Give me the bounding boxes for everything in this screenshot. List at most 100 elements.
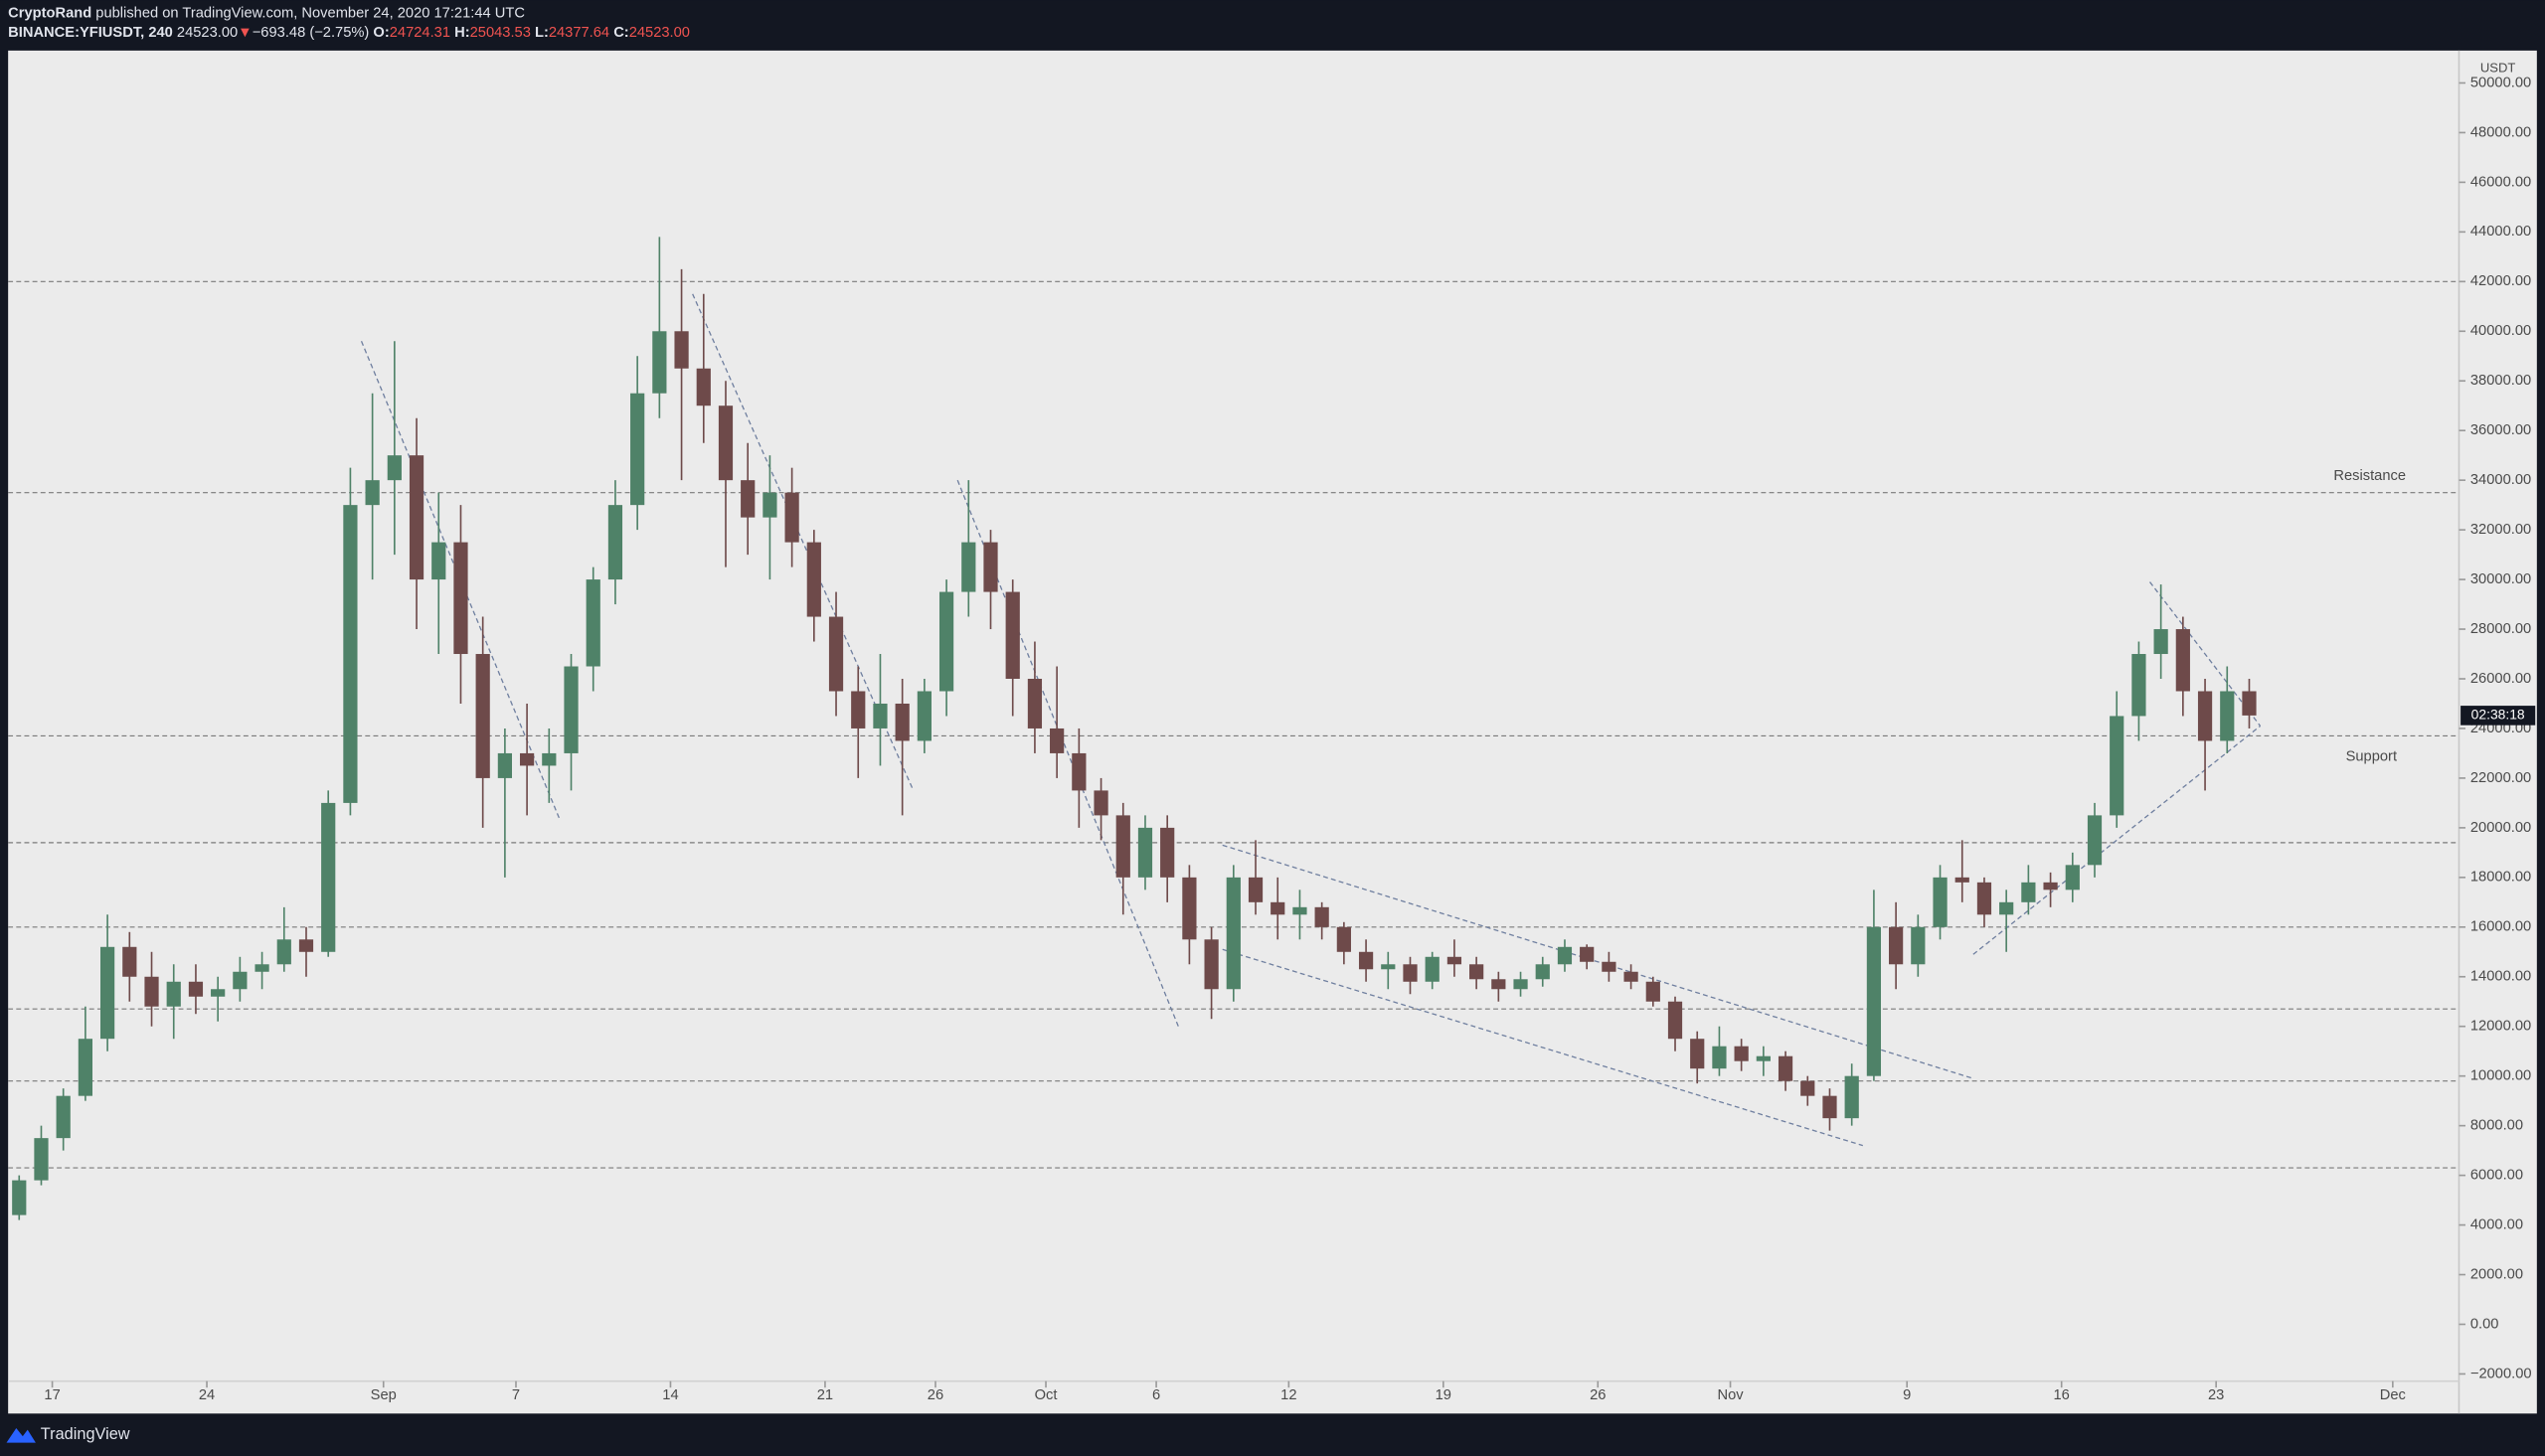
- x-tick-label: Sep: [371, 1387, 397, 1403]
- candle-body: [1336, 926, 1351, 952]
- candle-body: [718, 405, 734, 481]
- candle-body: [166, 981, 181, 1007]
- y-tick-label: 2000.00: [2470, 1266, 2523, 1282]
- high: 25043.53: [470, 25, 531, 41]
- candle-body: [1491, 979, 1506, 990]
- price-label-box: [2460, 706, 2536, 726]
- x-tick-label: 9: [1903, 1387, 1911, 1403]
- x-tick-label: 12: [1280, 1387, 1296, 1403]
- brand: TradingView: [41, 1425, 130, 1443]
- candle-body: [1446, 956, 1462, 965]
- y-tick-label: 14000.00: [2470, 969, 2531, 985]
- close: 24523.00: [629, 25, 690, 41]
- candle-body: [652, 331, 667, 394]
- open: 24724.31: [390, 25, 450, 41]
- candle-body: [144, 976, 159, 1007]
- y-tick-label: 16000.00: [2470, 919, 2531, 935]
- candle-body: [607, 505, 623, 580]
- candle-body: [1292, 906, 1307, 915]
- candle-body: [387, 455, 402, 481]
- x-tick-label: 24: [199, 1387, 215, 1403]
- candle-body: [497, 752, 512, 778]
- c-label: C:: [613, 25, 628, 41]
- candle-body: [78, 1039, 93, 1096]
- y-tick-label: 32000.00: [2470, 522, 2531, 538]
- candle-body: [1425, 956, 1440, 982]
- candle-body: [1557, 946, 1573, 965]
- candle-body: [873, 703, 888, 728]
- y-tick-label: 40000.00: [2470, 323, 2531, 339]
- candle-body: [2110, 716, 2124, 816]
- candle-body: [1954, 877, 1969, 883]
- x-tick-label: 21: [817, 1387, 833, 1403]
- candle-body: [938, 591, 954, 692]
- candle-body: [1248, 877, 1264, 902]
- y-tick-label: 10000.00: [2470, 1068, 2531, 1084]
- y-tick-label: 26000.00: [2470, 671, 2531, 687]
- candle-body: [630, 393, 645, 506]
- candle-body: [828, 616, 844, 692]
- candle-body: [188, 981, 204, 997]
- candle-body: [1137, 827, 1153, 878]
- candle-body: [1027, 678, 1043, 728]
- candle-body: [2242, 691, 2257, 716]
- candle-body: [431, 542, 446, 580]
- candle-body: [2021, 882, 2036, 902]
- candle-body: [12, 1180, 27, 1215]
- published: published on TradingView.com, November 2…: [91, 5, 525, 21]
- candle-body: [1999, 901, 2014, 915]
- candle-body: [784, 492, 799, 543]
- candle-body: [1381, 964, 1396, 970]
- candle-body: [851, 691, 866, 728]
- y-tick-label: 22000.00: [2470, 770, 2531, 786]
- y-tick-label: 42000.00: [2470, 273, 2531, 289]
- candle-body: [961, 542, 976, 592]
- x-tick-label: 16: [2054, 1387, 2070, 1403]
- candle-body: [1911, 926, 1926, 965]
- candle-body: [453, 542, 468, 655]
- candle-body: [519, 752, 535, 766]
- candle-body: [1933, 877, 1948, 927]
- y-tick-label: 48000.00: [2470, 124, 2531, 140]
- candle-body: [2065, 865, 2080, 890]
- annotation: Support: [2346, 749, 2397, 765]
- y-tick-label: 0.00: [2470, 1316, 2499, 1332]
- h-label: H:: [454, 25, 469, 41]
- candle-body: [674, 331, 689, 369]
- candle-body: [983, 542, 998, 592]
- candle-body: [1271, 901, 1285, 915]
- x-tick-label: 6: [1152, 1387, 1160, 1403]
- candle-body: [2087, 815, 2103, 866]
- y-tick-label: 46000.00: [2470, 174, 2531, 190]
- candle-body: [1756, 1055, 1771, 1061]
- y-tick-label: 30000.00: [2470, 571, 2531, 587]
- candle-body: [1094, 790, 1108, 816]
- trendline: [1222, 844, 1974, 1079]
- candle-body: [564, 666, 579, 753]
- y-tick-label: 20000.00: [2470, 820, 2531, 836]
- candle-body: [1072, 752, 1087, 791]
- y-tick-label: 6000.00: [2470, 1167, 2523, 1183]
- candle-body: [1358, 951, 1374, 970]
- candle-body: [2220, 691, 2235, 741]
- y-tick-label: 12000.00: [2470, 1019, 2531, 1035]
- y-tick-label: 4000.00: [2470, 1216, 2523, 1232]
- candle-body: [696, 368, 711, 406]
- header-line-1: CryptoRand published on TradingView.com,…: [8, 5, 525, 21]
- candle-body: [763, 492, 777, 518]
- candle-body: [1182, 877, 1197, 940]
- candle-body: [1580, 946, 1595, 962]
- candle-body: [1050, 728, 1065, 753]
- candle-body: [895, 703, 910, 741]
- author: CryptoRand: [8, 5, 91, 21]
- candle-body: [321, 802, 336, 952]
- candle-body: [1160, 827, 1175, 878]
- x-tick-label: 26: [928, 1387, 943, 1403]
- candle-body: [1844, 1075, 1859, 1119]
- candle-body: [1866, 926, 1882, 1076]
- candle-body: [409, 455, 424, 580]
- candle-body: [1712, 1046, 1727, 1069]
- annotation: Resistance: [2333, 468, 2406, 484]
